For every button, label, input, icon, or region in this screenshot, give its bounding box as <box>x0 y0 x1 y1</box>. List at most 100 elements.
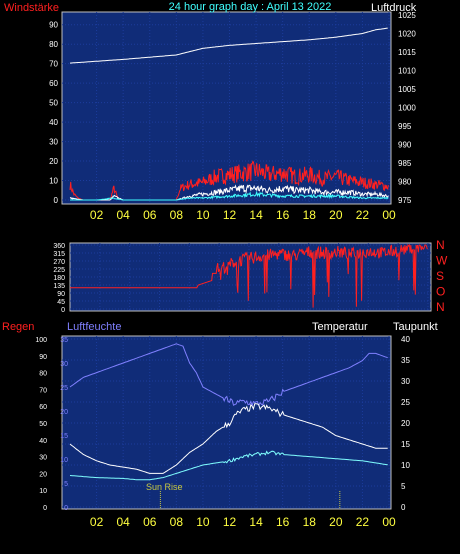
wind-pressure-panel: 0102030405060708090975980985990995100010… <box>4 1 417 222</box>
rain-tick-label: 10 <box>39 488 47 495</box>
humidity-tick-label: 30 <box>60 361 68 368</box>
direction-tick-label: 0 <box>61 307 65 314</box>
y-left-tick-label: 40 <box>49 118 58 127</box>
x-tick-label: 18 <box>303 515 317 529</box>
x-tick-label: 06 <box>143 515 157 529</box>
series-humidity <box>69 343 388 408</box>
rain-tick-label: 0 <box>43 505 47 512</box>
regen-label: Regen <box>2 321 34 333</box>
compass-label: N <box>436 300 445 314</box>
rain-tick-label: 100 <box>35 337 47 344</box>
temp-tick-label: 35 <box>401 356 410 365</box>
series-temperature <box>69 403 388 474</box>
x-tick-label: 00 <box>382 208 396 222</box>
x-tick-label: 22 <box>356 515 370 529</box>
y-right-tick-label: 980 <box>398 178 412 187</box>
series-pressure <box>69 27 388 64</box>
x-tick-label: 06 <box>143 208 157 222</box>
x-tick-label: 18 <box>303 208 317 222</box>
y-right-tick-label: 995 <box>398 122 412 131</box>
y-left-tick-label: 50 <box>49 99 58 108</box>
humidity-tick-label: 10 <box>60 457 68 464</box>
direction-tick-label: 270 <box>53 259 65 266</box>
x-tick-label: 12 <box>223 208 237 222</box>
rain-tick-label: 20 <box>39 471 47 478</box>
x-tick-label: 20 <box>329 515 343 529</box>
rain-tick-label: 40 <box>39 438 47 445</box>
temp-tick-label: 20 <box>401 419 410 428</box>
y-left-tick-label: 20 <box>49 157 58 166</box>
x-tick-label: 14 <box>249 208 263 222</box>
humidity-tick-label: 35 <box>60 337 68 344</box>
rain-tick-label: 70 <box>39 387 47 394</box>
luftdruck-label: Luftdruck <box>371 2 417 14</box>
x-tick-label: 16 <box>276 515 290 529</box>
rain-tick-label: 50 <box>39 421 47 428</box>
direction-tick-label: 360 <box>53 243 65 250</box>
humidity-tick-label: 25 <box>60 385 68 392</box>
direction-tick-label: 315 <box>53 251 65 258</box>
y-left-tick-label: 10 <box>49 177 58 186</box>
rain-tick-label: 30 <box>39 455 47 462</box>
x-tick-label: 00 <box>382 515 396 529</box>
windstaerke-label: Windstärke <box>4 2 59 14</box>
temp-tick-label: 30 <box>401 377 410 386</box>
sunrise-label: Sun Rise <box>146 482 183 492</box>
y-right-tick-label: 1025 <box>398 11 416 20</box>
y-right-tick-label: 975 <box>398 196 412 205</box>
y-left-tick-label: 0 <box>54 196 59 205</box>
temp-tick-label: 40 <box>401 335 410 344</box>
compass-label: S <box>436 269 444 283</box>
x-tick-label: 10 <box>196 208 210 222</box>
direction-tick-label: 225 <box>53 267 65 274</box>
y-left-tick-label: 60 <box>49 79 58 88</box>
temp-tick-label: 10 <box>401 461 410 470</box>
y-right-tick-label: 1010 <box>398 67 416 76</box>
x-tick-label: 20 <box>329 208 343 222</box>
x-tick-label: 14 <box>249 515 263 529</box>
rain-tick-label: 60 <box>39 404 47 411</box>
y-left-tick-label: 30 <box>49 138 58 147</box>
x-tick-label: 02 <box>90 208 104 222</box>
series-wind-min <box>70 190 389 201</box>
humidity-tick-label: 20 <box>60 409 68 416</box>
series-dewpoint <box>69 450 388 481</box>
rain-tick-label: 90 <box>39 354 47 361</box>
x-tick-label: 12 <box>223 515 237 529</box>
compass-label: W <box>436 254 448 268</box>
temp-tick-label: 15 <box>401 440 410 449</box>
y-right-tick-label: 1015 <box>398 48 416 57</box>
rain-tick-label: 80 <box>39 371 47 378</box>
luftfeuchte-label: Luftfeuchte <box>67 321 121 333</box>
temp-tick-label: 0 <box>401 503 406 512</box>
x-tick-label: 22 <box>356 208 370 222</box>
x-tick-label: 08 <box>170 515 184 529</box>
direction-tick-label: 90 <box>57 291 65 298</box>
humidity-tick-label: 0 <box>64 505 68 512</box>
x-tick-label: 08 <box>170 208 184 222</box>
x-tick-label: 02 <box>90 515 104 529</box>
direction-tick-label: 45 <box>57 299 65 306</box>
series-wind-direction <box>70 243 428 308</box>
y-right-tick-label: 1005 <box>398 85 416 94</box>
y-left-tick-label: 80 <box>49 40 58 49</box>
x-tick-label: 10 <box>196 515 210 529</box>
x-tick-label: 04 <box>116 208 130 222</box>
taupunkt-label: Taupunkt <box>393 321 438 333</box>
y-right-tick-label: 1020 <box>398 30 416 39</box>
x-tick-label: 16 <box>276 208 290 222</box>
compass-label: O <box>436 285 445 299</box>
humidity-tick-label: 5 <box>64 481 68 488</box>
direction-tick-label: 180 <box>53 275 65 282</box>
temp-tick-label: 5 <box>401 482 406 491</box>
x-tick-label: 04 <box>116 515 130 529</box>
direction-tick-label: 135 <box>53 283 65 290</box>
humidity-temperature-panel: 0510152025303540010203040506070809010005… <box>2 321 438 529</box>
compass-label: N <box>436 238 445 252</box>
y-right-tick-label: 1000 <box>398 104 416 113</box>
y-right-tick-label: 990 <box>398 141 412 150</box>
chart-title: 24 hour graph day : April 13 2022 <box>169 1 332 13</box>
y-left-tick-label: 90 <box>49 21 58 30</box>
